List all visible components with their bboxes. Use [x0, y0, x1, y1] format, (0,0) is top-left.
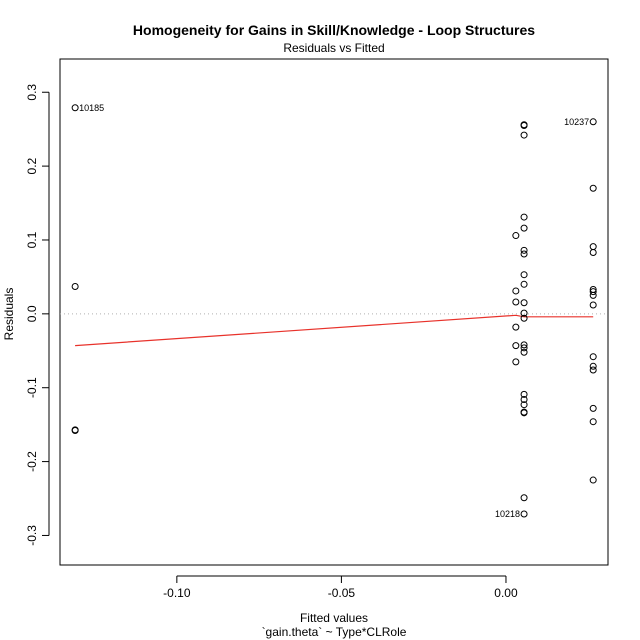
x-axis-label-formula: `gain.theta` ~ Type*CLRole	[262, 625, 407, 639]
data-point	[512, 298, 520, 306]
data-point	[589, 476, 597, 484]
data-point	[512, 342, 520, 350]
data-point	[589, 353, 597, 361]
data-point	[589, 118, 597, 126]
y-tick-label: 0.3	[25, 84, 39, 101]
x-tick-label: -0.05	[328, 586, 356, 600]
data-point	[71, 283, 79, 291]
y-tick-label: -0.2	[25, 451, 39, 472]
y-axis-label: Residuals	[2, 288, 16, 341]
data-point	[520, 213, 528, 221]
chart-title: Homogeneity for Gains in Skill/Knowledge…	[133, 22, 535, 38]
point-label: 10218	[495, 509, 520, 519]
data-point	[512, 358, 520, 366]
data-point	[520, 250, 528, 258]
data-point	[589, 301, 597, 309]
data-point	[520, 246, 528, 254]
data-point	[512, 232, 520, 240]
data-point	[520, 309, 528, 317]
data-point	[589, 362, 597, 370]
x-tick-label: -0.10	[163, 586, 191, 600]
smooth-trend-line	[75, 314, 594, 347]
data-point	[520, 341, 528, 349]
y-tick-label: -0.3	[25, 525, 39, 546]
data-point	[520, 271, 528, 279]
point-label: 10185	[79, 103, 104, 113]
data-point	[589, 243, 597, 251]
data-point	[520, 314, 528, 322]
data-point	[589, 291, 597, 299]
data-point	[589, 249, 597, 257]
data-point	[589, 288, 597, 296]
data-point	[520, 299, 528, 307]
data-point	[520, 390, 528, 398]
y-tick-label: -0.1	[25, 377, 39, 398]
data-point	[512, 287, 520, 295]
data-point	[520, 280, 528, 288]
data-point	[512, 323, 520, 331]
data-point	[520, 396, 528, 404]
data-point	[589, 184, 597, 192]
data-point	[589, 366, 597, 374]
chart-subtitle: Residuals vs Fitted	[283, 41, 384, 55]
data-point	[520, 494, 528, 502]
x-tick-label: 0.00	[494, 586, 518, 600]
data-point	[71, 427, 79, 435]
data-point	[520, 348, 528, 356]
data-point	[520, 409, 528, 417]
data-point	[520, 510, 528, 518]
data-point	[71, 104, 79, 112]
data-point	[520, 401, 528, 409]
y-tick-label: 0.0	[25, 305, 39, 322]
data-point	[520, 344, 528, 352]
point-label: 10237	[564, 117, 589, 127]
x-axis-label: Fitted values	[300, 611, 368, 625]
plot-frame	[59, 58, 609, 566]
data-point	[520, 224, 528, 232]
data-point	[589, 418, 597, 426]
data-point	[589, 404, 597, 412]
y-tick-label: 0.1	[25, 231, 39, 248]
y-tick-label: 0.2	[25, 157, 39, 174]
data-point	[520, 131, 528, 139]
data-point	[520, 121, 528, 129]
